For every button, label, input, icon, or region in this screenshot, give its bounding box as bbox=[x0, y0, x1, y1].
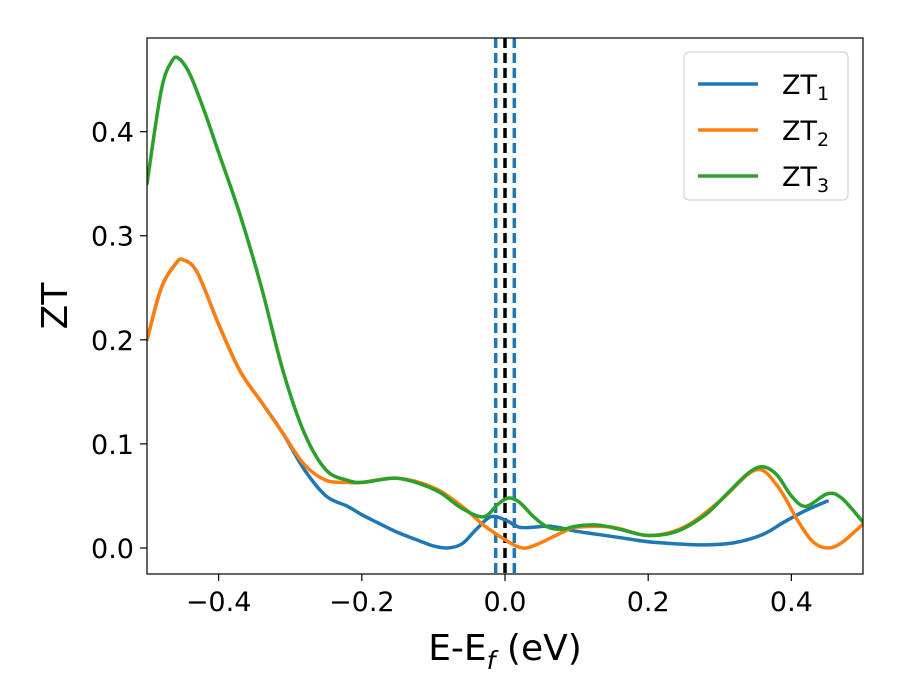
y-tick-label: 0.1 bbox=[91, 430, 134, 461]
reference-lines bbox=[493, 38, 517, 574]
x-tick-label: 0.0 bbox=[484, 587, 527, 618]
x-tick-label: −0.2 bbox=[329, 587, 395, 618]
x-axis-label: E-Ef (eV) bbox=[428, 628, 582, 675]
y-tick-label: 0.2 bbox=[91, 326, 134, 357]
x-axis-ticks: −0.4 −0.2 0.0 0.2 0.4 bbox=[186, 574, 813, 618]
legend: ZT1 ZT2 ZT3 bbox=[683, 51, 849, 201]
series-lines bbox=[147, 55, 863, 550]
legend-label-zt2: ZT2 bbox=[782, 116, 829, 151]
legend-box bbox=[683, 51, 849, 201]
x-axis-label-unit: (eV) bbox=[495, 628, 581, 669]
y-tick-label: 0.3 bbox=[91, 222, 134, 253]
legend-label-zt1: ZT1 bbox=[782, 70, 829, 105]
x-tick-label: 0.4 bbox=[770, 587, 813, 618]
y-tick-label: 0.0 bbox=[91, 534, 134, 565]
y-tick-label: 0.4 bbox=[91, 118, 134, 149]
legend-label-zt3: ZT3 bbox=[782, 162, 829, 197]
x-tick-label: −0.4 bbox=[186, 587, 252, 618]
series-line-zt3 bbox=[147, 55, 863, 538]
y-axis-ticks: 0.0 0.1 0.2 0.3 0.4 bbox=[91, 118, 147, 565]
y-axis-label: ZT bbox=[35, 282, 76, 330]
x-tick-label: 0.2 bbox=[627, 587, 670, 618]
series-line-zt2 bbox=[147, 257, 863, 550]
series-line-zt1 bbox=[147, 257, 829, 550]
